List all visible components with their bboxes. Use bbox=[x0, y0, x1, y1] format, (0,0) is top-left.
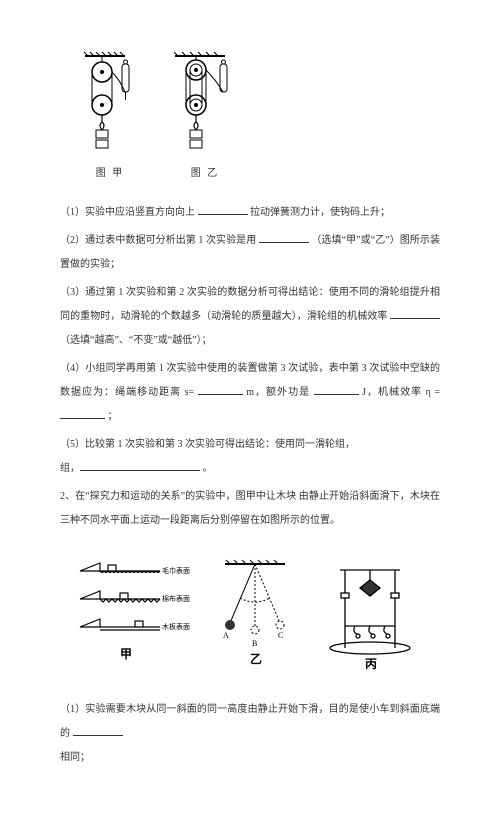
text: ； bbox=[108, 411, 118, 422]
svg-text:乙: 乙 bbox=[250, 652, 262, 666]
svg-text:C: C bbox=[278, 631, 283, 640]
text: J，机械效率 η = bbox=[362, 387, 440, 398]
blank[interactable] bbox=[60, 409, 105, 419]
blank[interactable] bbox=[314, 385, 359, 395]
q1-part3: （3）通过第 1 次实验和第 2 次实验的数据分析可得出结论：使用不同的滑轮组提… bbox=[60, 281, 440, 353]
blank[interactable] bbox=[198, 385, 243, 395]
text: （选填“越高”、“不变”或“越低”）； bbox=[60, 335, 212, 346]
surf3-label: 木板表面 bbox=[162, 622, 190, 631]
q2-intro: 2、在“探究力和运动的关系”的实验中，图甲中让木块 由静止开始沿斜面滑下，木块在… bbox=[60, 485, 440, 533]
text: 。 bbox=[203, 463, 213, 474]
blank[interactable] bbox=[80, 461, 200, 471]
experiment2-svg: 毛巾表面 棉布表面 木板表面 甲 A B C 乙 bbox=[70, 553, 430, 673]
text: （1）实验中应沿竖直方向向上 bbox=[60, 207, 195, 218]
blank[interactable] bbox=[198, 205, 248, 215]
pulley-yi-svg bbox=[170, 50, 240, 160]
text: 相同； bbox=[60, 752, 90, 763]
q1-part1: （1）实验中应沿竖直方向向上 拉动弹簧测力计，使钩码上升； bbox=[60, 201, 440, 225]
fig2-jia-label: 甲 bbox=[120, 647, 132, 661]
text: （3）通过第 1 次实验和第 2 次实验的数据分析可得出结论：使用不同的滑轮组提… bbox=[60, 287, 440, 322]
q1-part4: （4）小组同学再用第 1 次实验中使用的装置做第 3 次试验，表中第 3 次试验… bbox=[60, 357, 440, 429]
text: （2）通过表中数据可分析出第 1 次实验是用 bbox=[60, 235, 256, 246]
q1-part5: （5）比较第 1 次实验和第 3 次实验可得出结论：使用同一滑轮组， 组， 。 bbox=[60, 433, 440, 481]
text: （5）比较第 1 次实验和第 3 次实验可得出结论：使用同一滑轮组， bbox=[60, 439, 355, 450]
blank[interactable] bbox=[259, 233, 309, 243]
caption-yi: 图 乙 bbox=[191, 162, 220, 186]
figure-jia: 图 甲 bbox=[80, 50, 140, 186]
figure-yi: 图 乙 bbox=[170, 50, 240, 186]
surf1-label: 毛巾表面 bbox=[162, 566, 190, 575]
caption-jia: 图 甲 bbox=[96, 162, 125, 186]
blank[interactable] bbox=[73, 726, 123, 736]
figure-row-2: 毛巾表面 棉布表面 木板表面 甲 A B C 乙 bbox=[60, 553, 440, 683]
q1-part2: （2）通过表中数据可分析出第 1 次实验是用 （选填“甲”或“乙”）图所示装置做… bbox=[60, 229, 440, 277]
svg-text:丙: 丙 bbox=[365, 657, 377, 671]
svg-text:A: A bbox=[223, 631, 229, 640]
text: m，额外功是 bbox=[246, 387, 310, 398]
pulley-jia-svg bbox=[80, 50, 140, 160]
svg-text:B: B bbox=[252, 639, 257, 648]
figure-row-1: 图 甲 bbox=[80, 50, 440, 186]
q2-part1: （1）实验需要木块从同一斜面的同一高度由静止开始下滑，目的是使小车到斜面底端的 … bbox=[60, 698, 440, 770]
blank[interactable] bbox=[390, 309, 440, 319]
text: 拉动弹簧测力计，使钩码上升； bbox=[250, 207, 390, 218]
surf2-label: 棉布表面 bbox=[162, 594, 190, 603]
